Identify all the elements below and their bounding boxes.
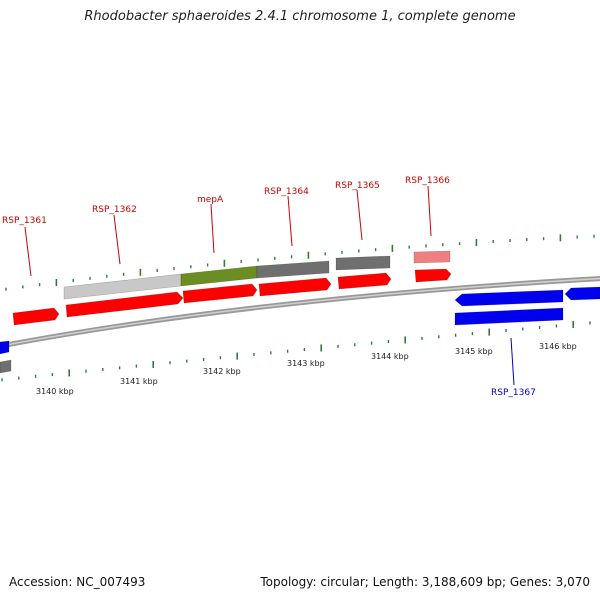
gene-blocks xyxy=(63,250,451,300)
cds-arrow-rsp1361[interactable] xyxy=(12,307,60,326)
inner-tick-ring xyxy=(1,320,591,382)
leader-line-rsp1366 xyxy=(427,185,432,237)
scale-label: 3144 kbp xyxy=(371,352,409,361)
cds-arrow-rsp1364[interactable] xyxy=(258,277,332,297)
gene-block-left-dark[interactable] xyxy=(0,359,12,374)
gene-label-rsp1362[interactable]: RSP_1362 xyxy=(92,205,137,215)
gene-label-rsp1361[interactable]: RSP_1361 xyxy=(2,216,47,226)
outer-tick-ring xyxy=(5,234,595,291)
scale-label: 3143 kbp xyxy=(287,359,325,368)
scale-labels: 3140 kbp 3141 kbp 3142 kbp 3143 kbp 3144… xyxy=(36,342,577,396)
cds-arrow-left-reverse[interactable] xyxy=(0,340,10,355)
leader-line-rsp1364 xyxy=(287,195,293,247)
scale-label: 3140 kbp xyxy=(36,387,74,396)
gene-label-rsp1366[interactable]: RSP_1366 xyxy=(405,176,450,186)
accession-text: Accession: NC_007493 xyxy=(9,575,146,589)
leader-line-mepa xyxy=(210,203,215,254)
cds-arrow-rsp1366[interactable] xyxy=(414,268,452,283)
reverse-cds-track xyxy=(0,286,600,374)
scale-label: 3146 kbp xyxy=(539,342,577,351)
gene-label-rsp1367[interactable]: RSP_1367 xyxy=(491,388,536,398)
leader-line-rsp1365 xyxy=(356,189,363,241)
leader-line-rsp1362 xyxy=(113,214,121,265)
gene-block-rsp1365[interactable] xyxy=(335,255,391,271)
cds-arrow-rsp1367[interactable] xyxy=(454,289,564,307)
label-leader-lines xyxy=(24,185,515,386)
gene-block-rsp1367[interactable] xyxy=(454,307,564,326)
gene-labels: RSP_1361 RSP_1362 mepA RSP_1364 RSP_1365… xyxy=(2,176,536,398)
cds-arrow-next-reverse[interactable] xyxy=(564,286,600,301)
gene-label-rsp1365[interactable]: RSP_1365 xyxy=(335,181,380,191)
leader-line-rsp1367 xyxy=(510,337,515,386)
genome-summary-text: Topology: circular; Length: 3,188,609 bp… xyxy=(260,575,590,589)
scale-label: 3142 kbp xyxy=(203,367,241,376)
scale-label: 3141 kbp xyxy=(120,377,158,386)
cds-arrow-rsp1362[interactable] xyxy=(65,291,184,318)
gene-label-rsp1364[interactable]: RSP_1364 xyxy=(264,187,309,197)
gene-block-rsp1366[interactable] xyxy=(413,250,451,264)
cds-arrow-mepa[interactable] xyxy=(182,283,258,304)
chromosome-backbone-highlight xyxy=(0,277,600,347)
gene-label-mepa[interactable]: mepA xyxy=(197,195,224,205)
cds-arrow-rsp1365[interactable] xyxy=(337,272,392,290)
page-title: Rhodobacter sphaeroides 2.4.1 chromosome… xyxy=(84,9,516,24)
gene-block-rsp1364[interactable] xyxy=(256,260,330,279)
scale-label: 3145 kbp xyxy=(455,347,493,356)
leader-line-rsp1361 xyxy=(24,226,32,277)
forward-cds-track xyxy=(12,268,452,326)
gene-block-mepa[interactable] xyxy=(180,265,258,287)
